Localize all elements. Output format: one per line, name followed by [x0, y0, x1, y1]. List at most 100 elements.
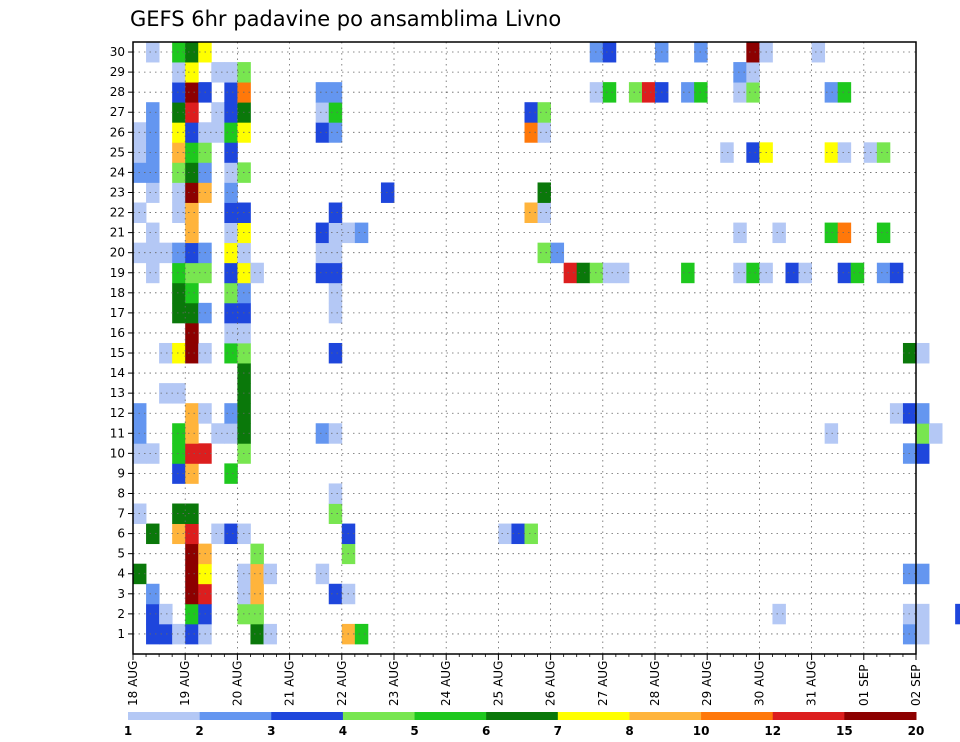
heatmap-cell [524, 102, 538, 123]
y-tick-label: 14 [110, 366, 125, 380]
heatmap-cell [916, 623, 930, 645]
heatmap-cell [916, 342, 930, 364]
heatmap-cell [824, 423, 839, 444]
heatmap-cell [328, 503, 343, 524]
heatmap-cell [824, 82, 839, 103]
heatmap-cell [837, 82, 852, 103]
heatmap-cell [172, 463, 186, 484]
color-scale-label: 6 [482, 724, 490, 738]
heatmap-cell [159, 242, 173, 264]
y-tick-label: 6 [117, 527, 125, 541]
heatmap-cell [172, 523, 186, 545]
y-tick-label: 15 [110, 346, 125, 360]
heatmap-cell [328, 82, 343, 103]
color-scale-swatch [342, 712, 416, 720]
heatmap-cell [172, 242, 186, 264]
heatmap-cell [185, 202, 199, 223]
heatmap-cell [172, 62, 186, 83]
color-scale-label: 1 [124, 724, 132, 738]
heatmap-cell [172, 503, 186, 524]
heatmap-cell [916, 443, 930, 464]
heatmap-cell [876, 262, 891, 284]
heatmap-cell [159, 383, 173, 404]
heatmap-cell [916, 603, 930, 625]
heatmap-cell [354, 623, 369, 645]
heatmap-cell [733, 222, 747, 244]
heatmap-cell [172, 42, 186, 63]
heatmap-cell [146, 242, 160, 264]
x-tick-label: 24 AUG [439, 661, 453, 706]
heatmap-cell [772, 222, 786, 244]
y-tick-label: 8 [117, 486, 125, 500]
heatmap-cell [315, 102, 330, 123]
heatmap-cell [185, 443, 199, 464]
heatmap-cell [185, 122, 199, 143]
heatmap-cell [159, 603, 173, 625]
heatmap-cell [185, 322, 199, 344]
heatmap-cell [146, 102, 160, 123]
heatmap-cell [146, 583, 160, 605]
heatmap-cell [172, 383, 186, 404]
heatmap-cell [315, 423, 330, 444]
color-scale-swatch [772, 712, 845, 720]
color-scale-swatch [128, 712, 201, 720]
y-tick-label: 19 [110, 266, 125, 280]
heatmap-cell [315, 563, 330, 585]
y-axis: 1234567891011121314151617181920212223242… [110, 45, 133, 641]
heatmap-cell [224, 202, 238, 223]
heatmap-cell [172, 82, 186, 103]
x-tick-label: 23 AUG [387, 661, 401, 706]
heatmap-cell [733, 62, 747, 83]
heatmap-cell [172, 102, 186, 123]
heatmap-cell [172, 262, 186, 284]
heatmap-cell [172, 342, 186, 364]
heatmap-cell [185, 623, 199, 645]
x-tick-label: 31 AUG [805, 661, 819, 706]
y-tick-label: 9 [117, 466, 125, 480]
color-scale-label: 4 [339, 724, 347, 738]
heatmap-cell [224, 302, 238, 324]
heatmap-cell [224, 142, 238, 163]
heatmap-cell [328, 423, 343, 444]
y-tick-label: 17 [110, 306, 125, 320]
heatmap-cell [681, 82, 695, 103]
color-scale-swatch [844, 712, 917, 720]
y-tick-label: 5 [117, 547, 125, 561]
heatmap-cell [185, 82, 199, 103]
heatmap-cell [159, 623, 173, 645]
heatmap-cell [328, 262, 343, 284]
heatmap-cell [185, 302, 199, 324]
heatmap-cell [328, 202, 343, 223]
heatmap-cell [185, 563, 199, 585]
heatmap-cell [916, 403, 930, 424]
heatmap-cell [146, 122, 160, 143]
heatmap-cell [224, 403, 238, 424]
heatmap-cell [916, 563, 930, 585]
heatmap-cell [146, 142, 160, 163]
heatmap-cell [185, 42, 199, 63]
heatmap-cell [146, 603, 160, 625]
heatmap-cell [328, 342, 343, 364]
heatmap-cells [133, 42, 960, 645]
heatmap-cell [354, 222, 369, 244]
heatmap-cell [185, 523, 199, 545]
heatmap-cell [172, 122, 186, 143]
heatmap-cell [185, 342, 199, 364]
heatmap-cell [889, 403, 904, 424]
heatmap-cell [889, 262, 904, 284]
y-tick-label: 30 [110, 45, 125, 59]
heatmap-cell [537, 102, 551, 123]
heatmap-cell [929, 423, 943, 444]
y-tick-label: 27 [110, 105, 125, 119]
y-tick-label: 24 [110, 165, 125, 179]
heatmap-cell [837, 262, 852, 284]
heatmap-cell [211, 122, 225, 143]
heatmap-cell [250, 543, 264, 565]
heatmap-cell [263, 563, 277, 585]
heatmap-cell [315, 82, 330, 103]
heatmap-cell [916, 423, 930, 444]
heatmap-cell [824, 222, 839, 244]
color-scale-swatch [414, 712, 487, 720]
heatmap-cell [876, 222, 891, 244]
x-tick-label: 18 AUG [126, 661, 140, 706]
